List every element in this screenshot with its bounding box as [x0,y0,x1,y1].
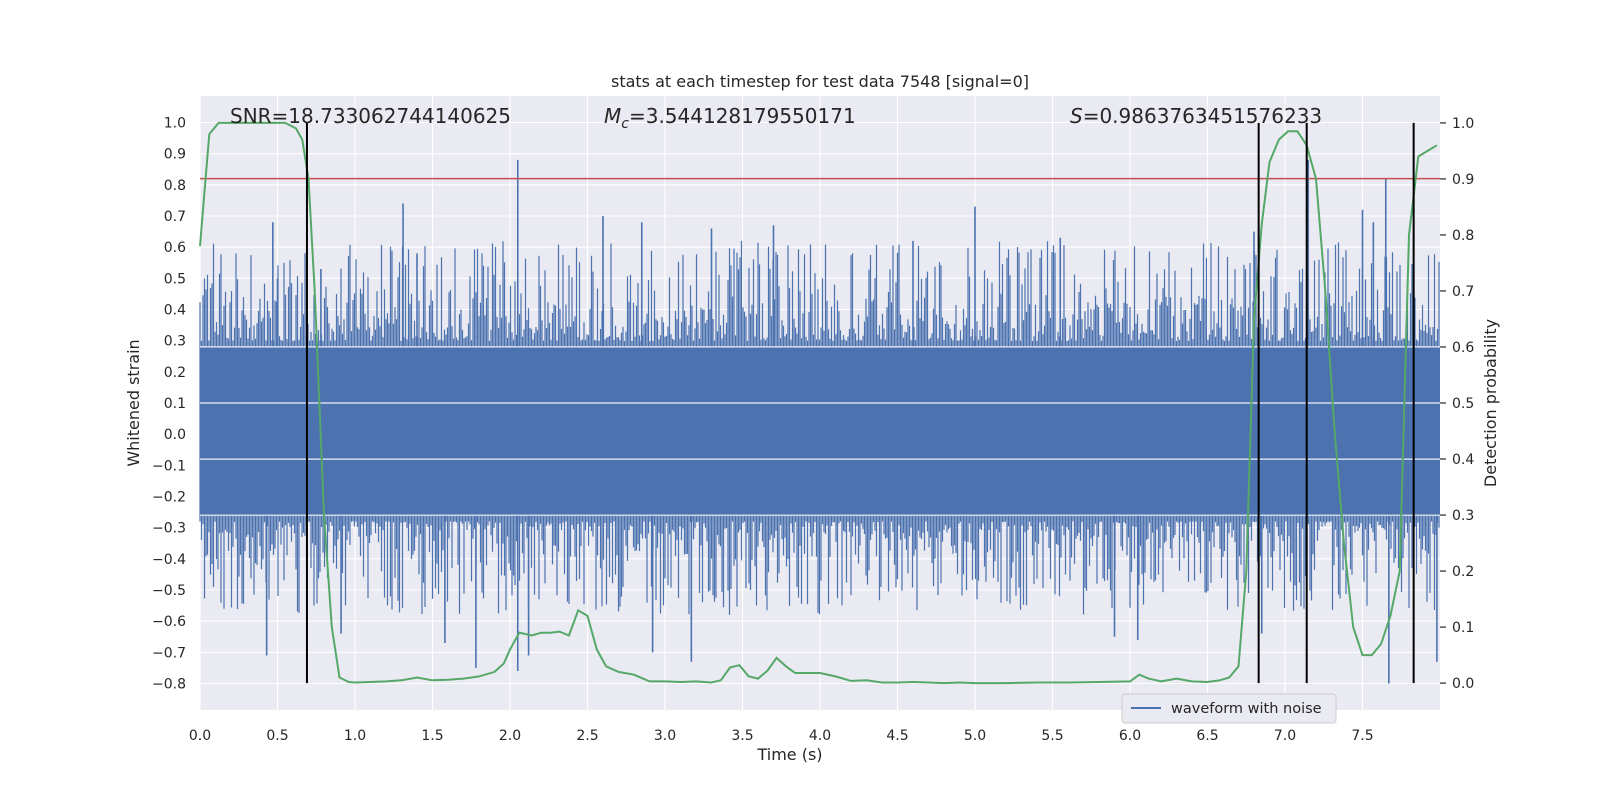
y-tick-label: 0.2 [164,365,186,381]
chirp-mass-value: =3.544128179550171 [629,104,856,128]
y-tick-label: −0.5 [152,583,186,599]
y-tick-label: 0.1 [164,396,186,412]
y2-tick-label: 0.2 [1452,564,1474,580]
y2-tick-label: 0.7 [1452,284,1474,300]
x-tick-label: 0.5 [266,728,288,744]
y-tick-label: −0.7 [152,645,186,661]
y-tick-label: −0.6 [152,614,186,630]
y2-axis-ticks: 0.0 0.1 0.2 0.3 0.4 0.5 0.6 0.7 0.8 0.9 1.0 [1440,116,1474,692]
x-tick-label: 2.5 [576,728,598,744]
chart-title: stats at each timestep for test data 754… [611,72,1029,91]
y2-tick-label: 0.0 [1452,676,1474,692]
y-tick-label: −0.3 [152,521,186,537]
y-tick-label: 1.0 [164,115,186,131]
y2-tick-label: 0.8 [1452,228,1474,244]
y2-axis-label: Detection probability [1481,319,1500,487]
y-tick-label: 0.4 [164,302,186,318]
x-tick-label: 4.0 [809,728,831,744]
x-tick-label: 7.5 [1351,728,1373,744]
y2-tick-label: 1.0 [1452,116,1474,132]
y-tick-label: −0.8 [152,677,186,693]
x-tick-label: 3.5 [731,728,753,744]
y-tick-label: 0.5 [164,271,186,287]
legend-label-waveform: waveform with noise [1171,701,1322,717]
y2-tick-label: 0.1 [1452,620,1474,636]
x-tick-label: 2.0 [499,728,521,744]
x-tick-label: 0.0 [189,728,211,744]
y-axis-label: Whitened strain [124,339,143,466]
x-tick-label: 3.0 [654,728,676,744]
y-tick-label: 0.6 [164,240,186,256]
snr-annotation: SNR=18.733062744140625 [230,104,511,128]
chirp-mass-subscript: c [621,116,629,132]
y2-tick-label: 0.9 [1452,172,1474,188]
y-tick-label: 0.8 [164,178,186,194]
y-tick-label: −0.4 [152,552,186,568]
s-value: =0.9863763451576233 [1083,104,1322,128]
y-tick-label: 0.7 [164,209,186,225]
y-tick-label: 0.3 [164,334,186,350]
x-tick-label: 5.0 [964,728,986,744]
x-tick-label: 1.5 [421,728,443,744]
x-tick-label: 6.0 [1119,728,1141,744]
x-tick-label: 1.0 [344,728,366,744]
probability-line [199,121,1438,685]
y2-tick-label: 0.6 [1452,340,1474,356]
s-symbol: S [1070,104,1083,128]
x-axis-label: Time (s) [756,745,822,764]
chirp-mass-annotation: Mc=3.544128179550171 [604,104,856,132]
x-tick-label: 6.5 [1196,728,1218,744]
chirp-mass-symbol: M [604,104,621,128]
probability-series [199,121,1438,685]
x-tick-label: 4.5 [886,728,908,744]
s-annotation: S=0.9863763451576233 [1070,104,1322,128]
y-tick-label: −0.2 [152,490,186,506]
y2-tick-label: 0.4 [1452,452,1474,468]
x-tick-label: 7.0 [1274,728,1296,744]
vertical-markers [305,122,1415,684]
y-tick-label: 0.0 [164,427,186,443]
x-axis-ticks: 0.0 0.5 1.0 1.5 2.0 2.5 3.0 3.5 4.0 4.5 5.0 5.5 6.0 6… [189,728,1374,744]
y2-tick-label: 0.5 [1452,396,1474,412]
y-axis-ticks: 1.0 0.9 0.8 0.7 0.6 0.5 0.4 0.3 0.2 0.1 0.0 −0.1 −0.… [152,115,186,692]
y-tick-label: −0.1 [152,458,186,474]
legend: waveform with noise [1121,693,1337,724]
y2-tick-label: 0.3 [1452,508,1474,524]
y-tick-label: 0.9 [164,147,186,163]
legend-box [1121,693,1337,724]
x-tick-label: 5.5 [1041,728,1063,744]
